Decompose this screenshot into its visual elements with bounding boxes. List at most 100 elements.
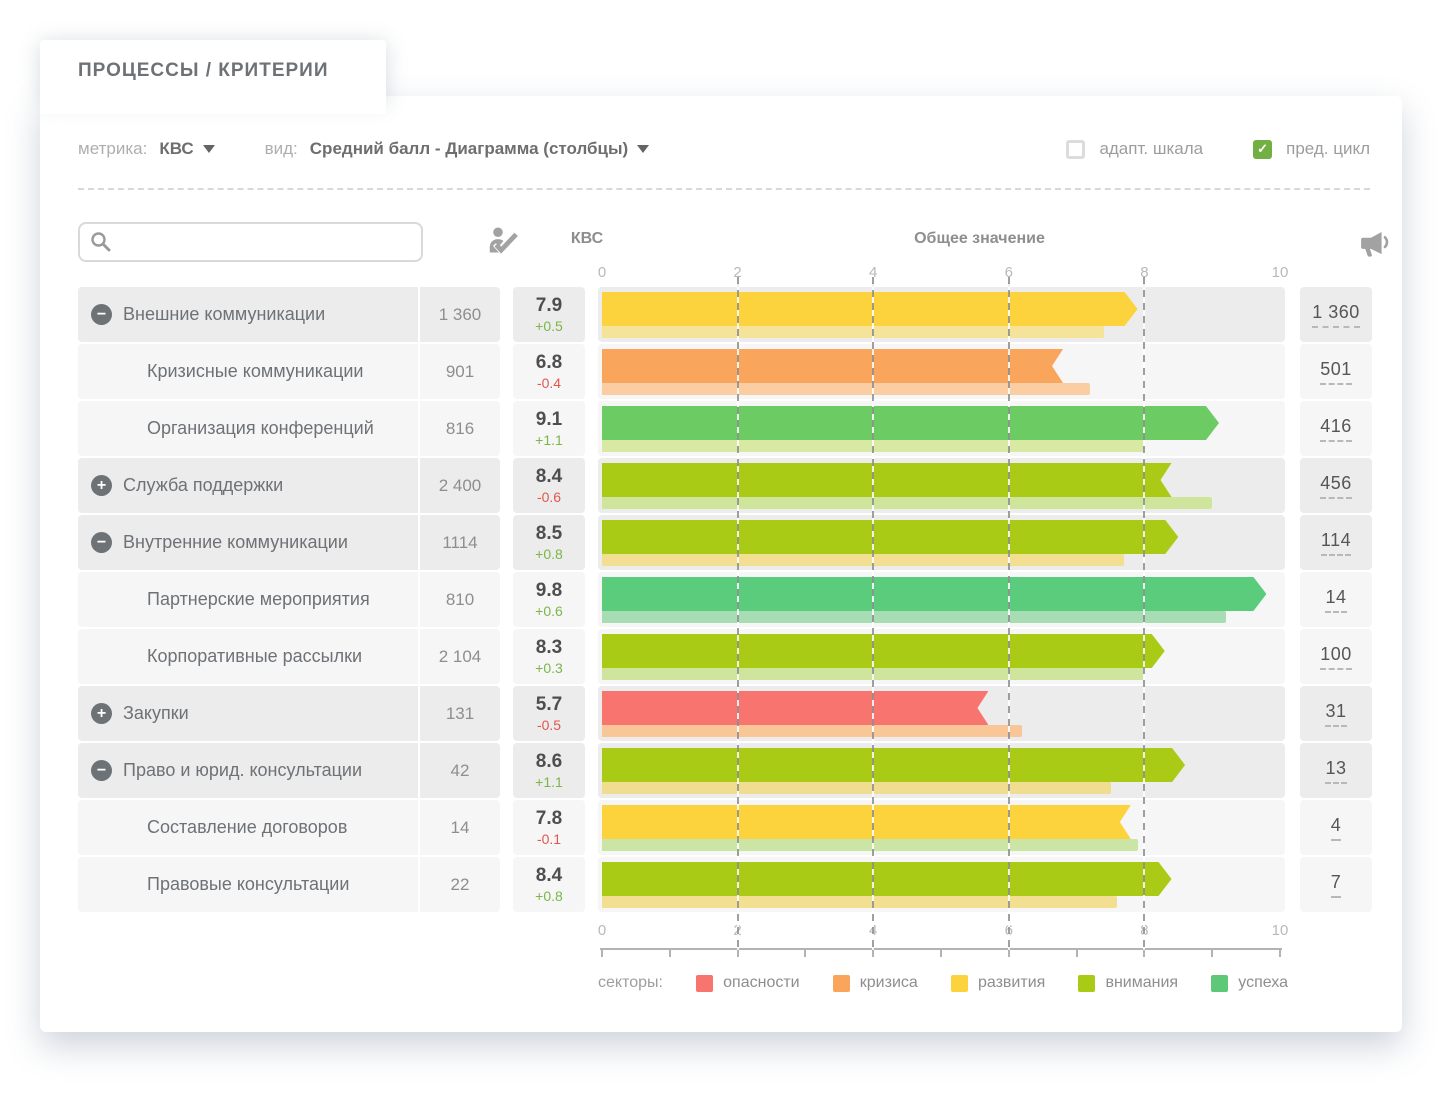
previous-cycle-bar <box>602 839 1138 851</box>
search-icon <box>90 231 112 253</box>
process-name-cell[interactable]: − Внутренние коммуникации 1114 <box>78 515 500 570</box>
process-name-cell[interactable]: + Закупки 131 <box>78 686 500 741</box>
kvs-cell: 8.4 +0.8 <box>513 857 585 912</box>
items-count-cell: 31 <box>1300 686 1372 741</box>
process-name-cell[interactable]: − Внешние коммуникации 1 360 <box>78 287 500 342</box>
legend-item: развития <box>951 974 1045 992</box>
adaptive-scale-checkbox[interactable] <box>1066 140 1085 159</box>
table-row: Корпоративные рассылки 2 104 8.3 +0.3 10… <box>78 629 1372 684</box>
expander-icon[interactable]: + <box>91 475 112 496</box>
items-count-link[interactable]: 4 <box>1331 815 1342 841</box>
process-name-cell[interactable]: Организация конференций 816 <box>78 401 500 456</box>
items-count-cell: 13 <box>1300 743 1372 798</box>
process-name-cell[interactable]: Кризисные коммуникации 901 <box>78 344 500 399</box>
tab-processes-criteria[interactable]: ПРОЦЕССЫ / КРИТЕРИИ <box>40 40 386 102</box>
axis-tick-label: 6 <box>1005 922 1013 939</box>
items-count-link[interactable]: 100 <box>1320 644 1352 670</box>
megaphone-icon[interactable] <box>1356 224 1394 260</box>
process-name: Служба поддержки <box>123 475 418 496</box>
kvs-delta: +0.8 <box>535 546 563 562</box>
process-name: Организация конференций <box>147 418 418 439</box>
top-axis: 0246810 <box>602 264 1280 286</box>
items-count-cell: 14 <box>1300 572 1372 627</box>
legend-swatch <box>1078 975 1095 992</box>
search-input[interactable] <box>112 224 421 260</box>
kvs-delta: +1.1 <box>535 432 563 448</box>
expander-icon[interactable]: − <box>91 760 112 781</box>
sector-legend: секторы: опасностикризисаразвитиявнимани… <box>598 972 1288 994</box>
table-row: − Право и юрид. консультации 42 8.6 +1.1… <box>78 743 1372 798</box>
process-name-cell[interactable]: + Служба поддержки 2 400 <box>78 458 500 513</box>
items-count-link[interactable]: 114 <box>1321 530 1351 556</box>
expander-icon[interactable]: − <box>91 532 112 553</box>
axis-tick-label: 4 <box>869 264 877 281</box>
process-count: 901 <box>418 344 500 399</box>
prev-cycle-label: пред. цикл <box>1286 139 1370 159</box>
legend-item: успеха <box>1211 974 1288 992</box>
axis-tick <box>1143 948 1145 957</box>
process-name: Составление договоров <box>147 817 418 838</box>
items-count-link[interactable]: 416 <box>1320 416 1352 442</box>
previous-cycle-bar <box>602 896 1117 908</box>
previous-cycle-bar <box>602 725 1022 737</box>
previous-cycle-bar <box>602 326 1104 338</box>
expander-icon[interactable]: − <box>91 304 112 325</box>
items-count-link[interactable]: 14 <box>1325 587 1346 613</box>
process-name-cell[interactable]: Правовые консультации 22 <box>78 857 500 912</box>
axis-tick <box>804 948 806 957</box>
process-name: Право и юрид. консультации <box>123 760 418 781</box>
items-count-cell: 416 <box>1300 401 1372 456</box>
bar-chart-cell <box>598 344 1285 399</box>
axis-tick <box>872 948 874 957</box>
kvs-delta: +0.3 <box>535 660 563 676</box>
process-name: Закупки <box>123 703 418 724</box>
kvs-delta: -0.5 <box>537 717 561 733</box>
legend-label: секторы: <box>598 974 663 992</box>
axis-tick-label: 10 <box>1272 264 1289 281</box>
previous-cycle-bar <box>602 668 1144 680</box>
value-bar <box>602 691 988 725</box>
axis-tick <box>1076 948 1078 957</box>
legend-item-label: опасности <box>723 974 799 992</box>
process-name: Внутренние коммуникации <box>123 532 418 553</box>
expander-icon[interactable]: + <box>91 703 112 724</box>
items-count-link[interactable]: 7 <box>1331 872 1342 898</box>
items-count-link[interactable]: 1 360 <box>1312 302 1360 328</box>
prev-cycle-checkbox[interactable]: ✓ <box>1253 140 1272 159</box>
legend-swatch <box>1211 975 1228 992</box>
legend-item: кризиса <box>833 974 918 992</box>
chevron-down-icon <box>203 145 215 153</box>
kvs-value: 5.7 <box>536 694 562 716</box>
process-count: 131 <box>418 686 500 741</box>
bottom-axis: 0246810 <box>602 922 1280 962</box>
process-name-cell[interactable]: Партнерские мероприятия 810 <box>78 572 500 627</box>
axis-tick <box>669 948 671 957</box>
items-count-link[interactable]: 501 <box>1320 359 1352 385</box>
user-check-icon[interactable] <box>486 224 522 260</box>
metric-dropdown[interactable]: КВС <box>159 139 214 159</box>
bar-chart-cell <box>598 401 1285 456</box>
axis-tick-label: 0 <box>598 922 606 939</box>
axis-tick <box>1211 948 1213 957</box>
process-name: Кризисные коммуникации <box>147 361 418 382</box>
main-panel: метрика: КВС вид: Средний балл - Диаграм… <box>40 96 1402 1032</box>
process-name-cell[interactable]: Корпоративные рассылки 2 104 <box>78 629 500 684</box>
kvs-cell: 7.8 -0.1 <box>513 800 585 855</box>
items-count-cell: 1 360 <box>1300 287 1372 342</box>
kvs-cell: 6.8 -0.4 <box>513 344 585 399</box>
previous-cycle-bar <box>602 440 1144 452</box>
items-count-link[interactable]: 456 <box>1320 473 1352 499</box>
bar-chart-cell <box>598 800 1285 855</box>
items-count-link[interactable]: 13 <box>1325 758 1346 784</box>
process-name-cell[interactable]: − Право и юрид. консультации 42 <box>78 743 500 798</box>
process-name-cell[interactable]: Составление договоров 14 <box>78 800 500 855</box>
items-count-cell: 114 <box>1300 515 1372 570</box>
view-dropdown[interactable]: Средний балл - Диаграмма (столбцы) <box>310 139 649 159</box>
value-bar <box>602 577 1266 611</box>
previous-cycle-bar <box>602 497 1212 509</box>
axis-tick-label: 8 <box>1140 922 1148 939</box>
items-count-link[interactable]: 31 <box>1325 701 1346 727</box>
bar-chart-cell <box>598 857 1285 912</box>
process-table: − Внешние коммуникации 1 360 7.9 +0.5 1 … <box>78 287 1372 912</box>
items-count-cell: 456 <box>1300 458 1372 513</box>
